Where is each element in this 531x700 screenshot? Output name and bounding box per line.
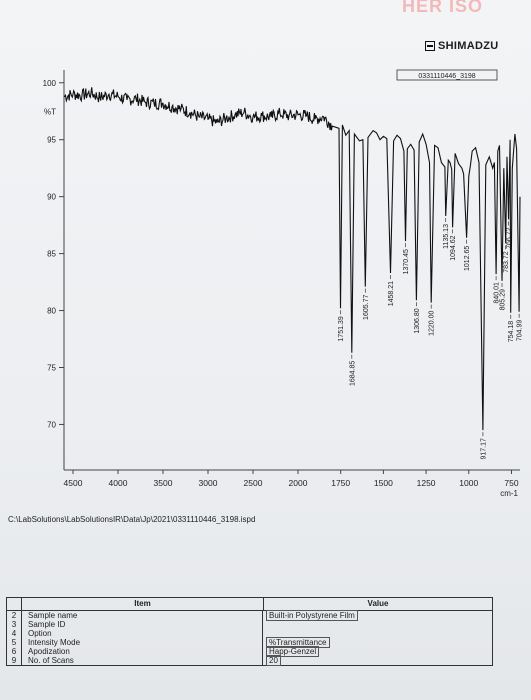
peak-label: 783.72 bbox=[503, 251, 510, 273]
row-item: No. of Scans bbox=[22, 656, 263, 665]
table-header: Item Value bbox=[7, 598, 492, 611]
row-item: Option bbox=[22, 629, 263, 638]
y-tick-label: 85 bbox=[47, 250, 56, 259]
y-tick-label: 95 bbox=[47, 136, 56, 145]
row-value bbox=[263, 620, 492, 629]
row-value-text: 20 bbox=[266, 655, 281, 666]
item-column-header: Item bbox=[22, 598, 264, 610]
row-value: 20 bbox=[263, 655, 492, 666]
peak-label: 917.17 bbox=[480, 438, 487, 460]
peak-label: 1751.39 bbox=[338, 316, 345, 341]
peak-label: 1135.13 bbox=[443, 224, 450, 249]
x-tick-label: 2000 bbox=[289, 478, 308, 488]
row-item: Intensity Mode bbox=[22, 638, 263, 647]
x-tick-label: 4500 bbox=[64, 478, 83, 488]
x-tick-label: 1750 bbox=[331, 478, 350, 488]
x-tick-label: 4000 bbox=[109, 478, 128, 488]
x-tick-label: 3000 bbox=[199, 478, 218, 488]
peak-label: 1306.80 bbox=[414, 308, 421, 333]
peak-label: 1094.62 bbox=[450, 235, 457, 260]
table-body: 2 Sample name Built-in Polystyrene Film 3 Sa… bbox=[7, 610, 492, 666]
row-value-text: %Transmittance bbox=[266, 637, 330, 648]
row-item: Apodization bbox=[22, 647, 263, 656]
peak-label: 766.72 bbox=[506, 227, 513, 249]
parameter-table: Item Value 2 Sample name Built-in Polystyr… bbox=[6, 597, 493, 666]
corner-watermark-text: HER ISO bbox=[401, 0, 483, 16]
table-row: 3 Sample ID bbox=[7, 620, 492, 629]
peak-label: 805.29 bbox=[500, 289, 507, 311]
peak-label: 1458.21 bbox=[388, 281, 395, 306]
x-tick-label: 1500 bbox=[374, 478, 393, 488]
row-value: Happ-Genzel bbox=[263, 646, 492, 657]
row-value: Built-in Polystyrene Film bbox=[263, 610, 492, 621]
x-axis-unit: cm-1 bbox=[500, 489, 518, 498]
row-number: 5 bbox=[7, 638, 22, 647]
x-tick-label: 1000 bbox=[459, 478, 478, 488]
table-row: 9 No. of Scans 20 bbox=[7, 655, 492, 666]
y-tick-label: 100 bbox=[43, 79, 57, 88]
row-number: 3 bbox=[7, 620, 22, 629]
y-tick-label: 75 bbox=[47, 364, 56, 373]
table-row: 4 Option bbox=[7, 629, 492, 638]
sample-id-box bbox=[396, 69, 498, 81]
peak-label: 1012.65 bbox=[464, 246, 471, 271]
row-item: Sample ID bbox=[22, 620, 263, 629]
peak-label: 1220.00 bbox=[429, 310, 436, 335]
brand-logo: SHIMADZU bbox=[425, 40, 498, 52]
y-tick-label: 90 bbox=[47, 193, 56, 202]
brand-name: SHIMADZU bbox=[438, 40, 499, 52]
shimadzu-logo-icon bbox=[425, 41, 435, 51]
row-number: 4 bbox=[7, 629, 22, 638]
peak-label: 704.99 bbox=[517, 320, 524, 342]
x-tick-label: 2500 bbox=[244, 478, 263, 488]
peak-label: 1370.45 bbox=[403, 249, 410, 274]
sample-id-text: 0331110446_3198 bbox=[418, 73, 475, 80]
x-tick-label: 1250 bbox=[417, 478, 436, 488]
file-path: C:\LabSolutions\LabSolutionsIR\Data\Jp\2… bbox=[8, 515, 256, 524]
row-number: 9 bbox=[7, 656, 22, 665]
peak-label: 1684.85 bbox=[349, 361, 356, 386]
row-value-text: Built-in Polystyrene Film bbox=[266, 610, 358, 621]
x-tick-label: 750 bbox=[504, 478, 518, 488]
spectrum-line bbox=[64, 87, 521, 431]
row-value-text: Happ-Genzel bbox=[266, 646, 320, 657]
y-tick-label: 70 bbox=[47, 420, 56, 429]
y-tick-label: 80 bbox=[47, 307, 56, 316]
row-number: 6 bbox=[7, 647, 22, 656]
table-row: 2 Sample name Built-in Polystyrene Film bbox=[7, 610, 492, 621]
row-value: %Transmittance bbox=[263, 637, 492, 648]
row-number: 2 bbox=[7, 611, 22, 620]
peak-label: 840.01 bbox=[494, 282, 501, 304]
y-axis-label: %T bbox=[44, 108, 56, 117]
value-column-header: Value bbox=[367, 599, 389, 608]
table-row: 6 Apodization Happ-Genzel bbox=[7, 646, 492, 657]
peak-label: 754.18 bbox=[508, 321, 515, 343]
table-row: 5 Intensity Mode %Transmittance bbox=[7, 637, 492, 648]
peak-label: 1605.77 bbox=[363, 295, 370, 320]
row-item: Sample name bbox=[22, 611, 263, 620]
x-tick-label: 3500 bbox=[154, 478, 173, 488]
ir-spectrum-chart: 100 95 90 85 80 75 70 %T 4500 4000 3500 3000 2500 200… bbox=[43, 69, 524, 498]
